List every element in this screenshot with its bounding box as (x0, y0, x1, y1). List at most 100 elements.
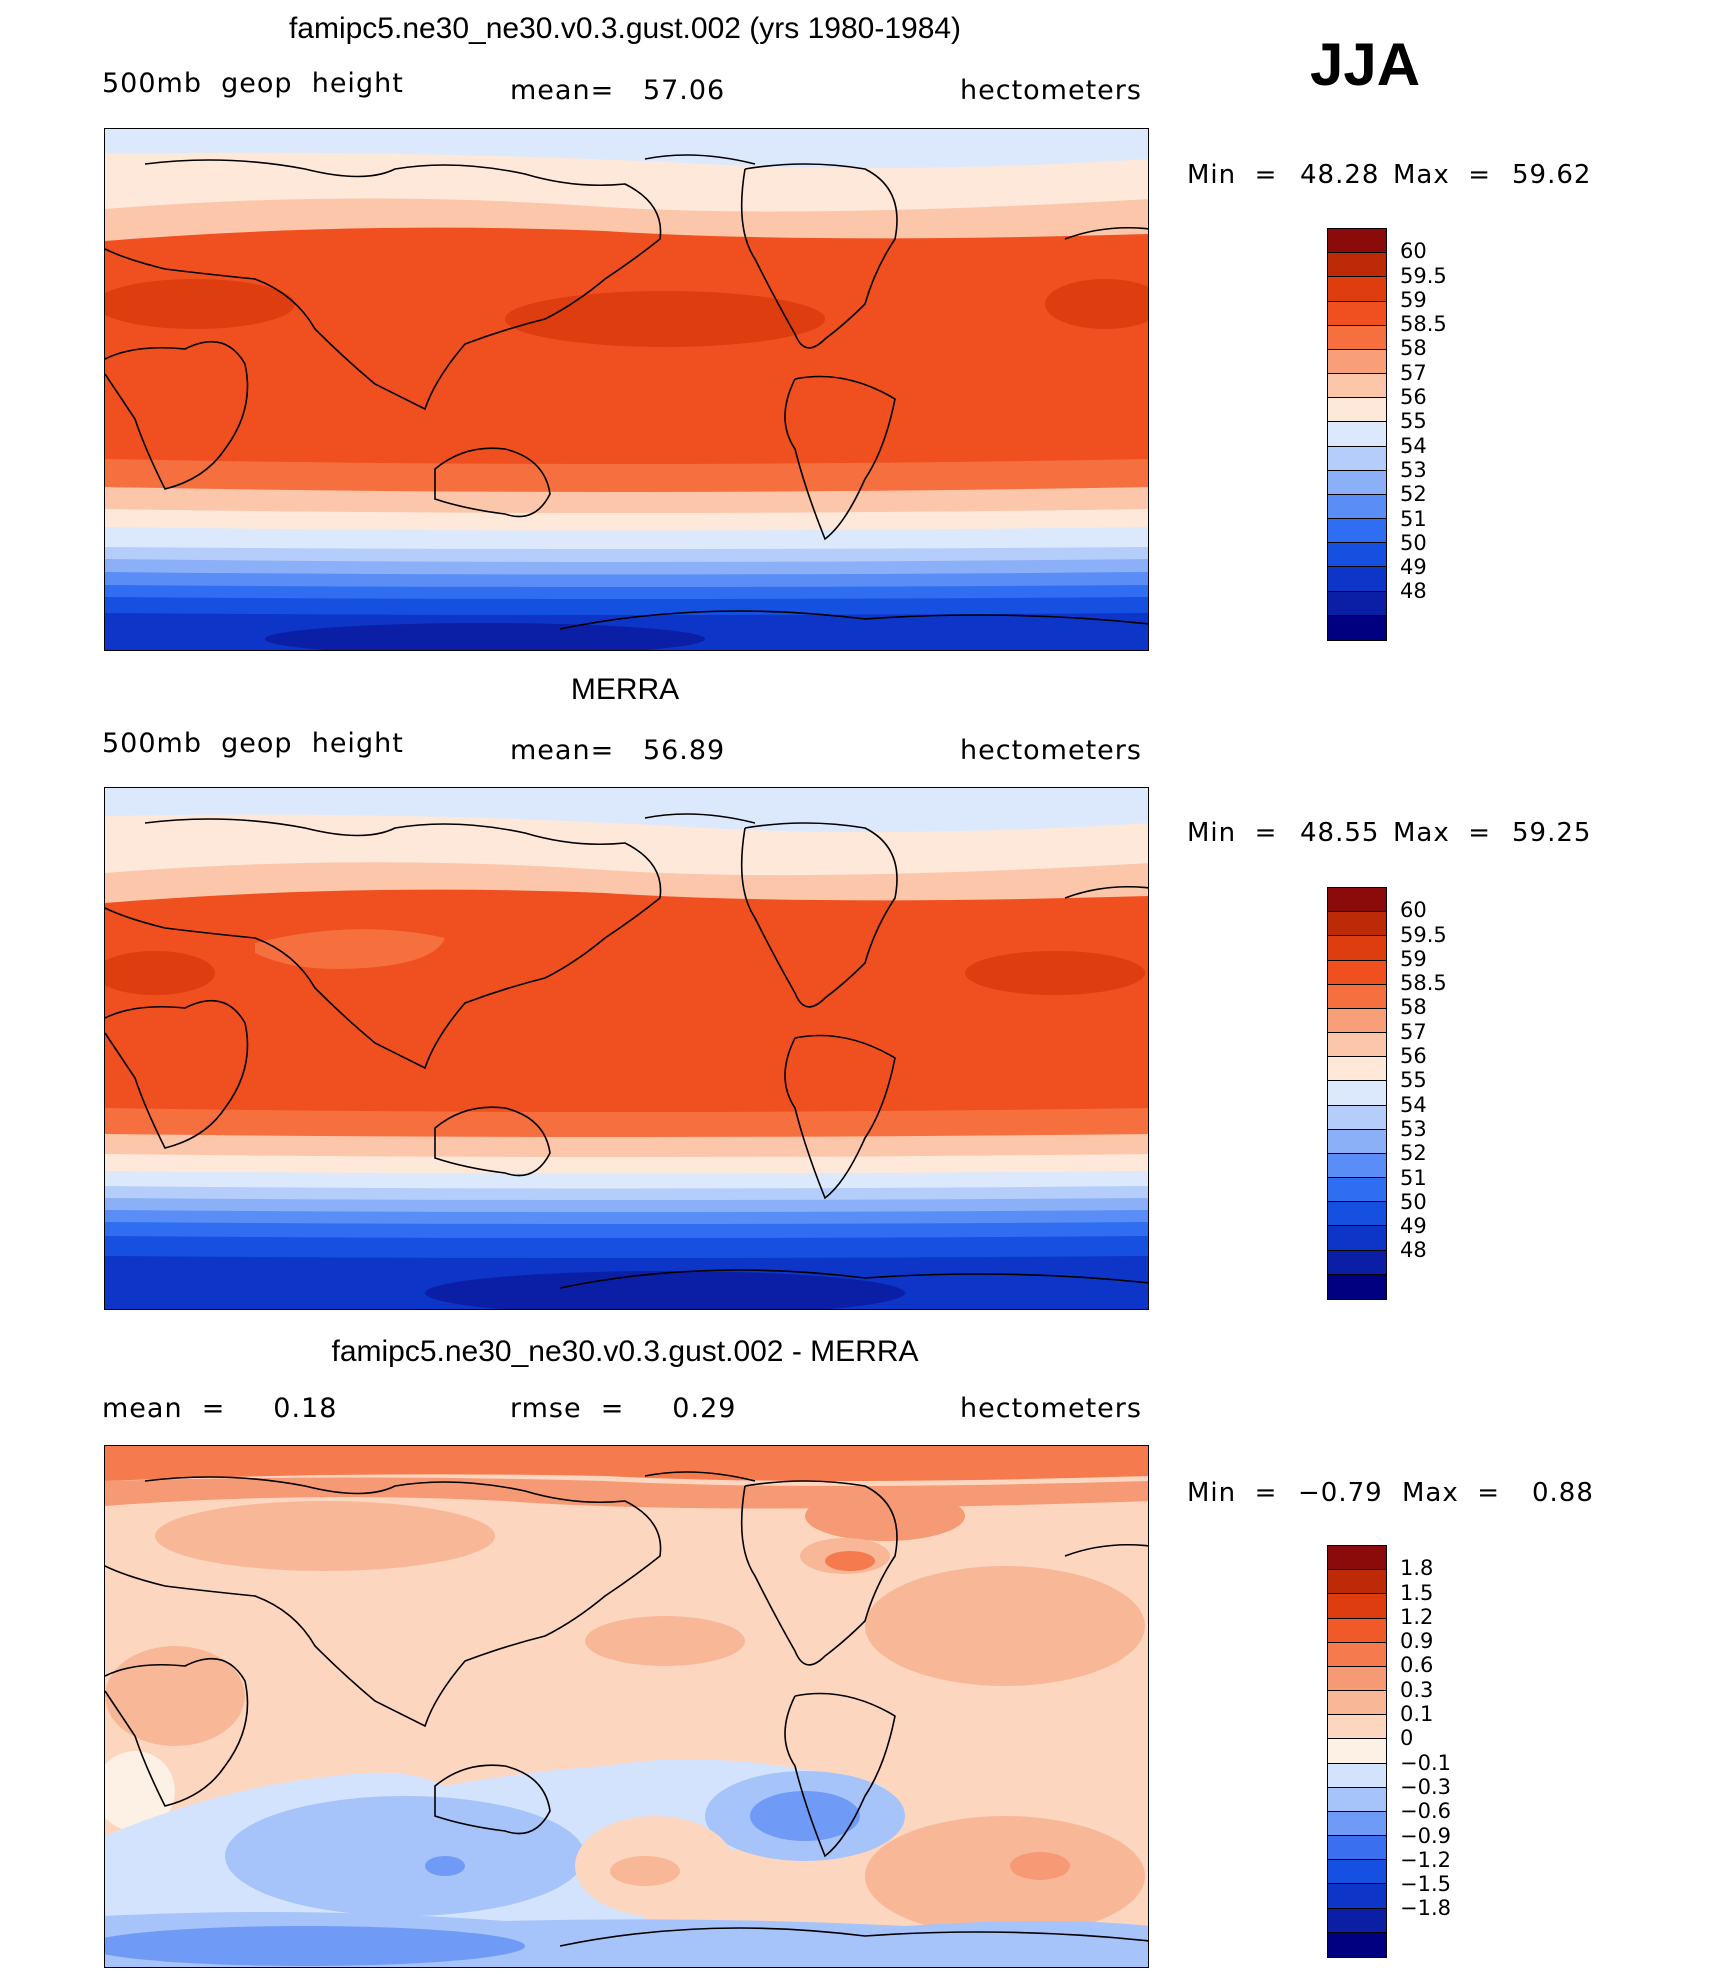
colorbar-swatch (1328, 494, 1386, 520)
panel-1-min-value: 48.28 (1300, 160, 1380, 190)
panel-3-map (104, 1445, 1149, 1968)
colorbar-tick-label: 49 (1400, 555, 1427, 580)
colorbar-swatch (1328, 229, 1386, 254)
colorbar-tick-label: 59 (1400, 946, 1427, 971)
panel-1-map-graphic (105, 129, 1148, 650)
colorbar-tick-label: 48 (1400, 1238, 1427, 1263)
panel-1-min-label: Min = (1187, 160, 1278, 190)
colorbar-tick-label: 50 (1400, 1189, 1427, 1214)
panel-2-max-label: Max = (1393, 818, 1492, 848)
colorbar-swatch (1328, 1178, 1386, 1203)
colorbar-tick-label: 52 (1400, 482, 1427, 507)
panel-2-units-label: hectometers (960, 735, 1142, 766)
colorbar-tick-label: 0.6 (1400, 1653, 1434, 1678)
colorbar-swatch (1328, 277, 1386, 302)
panel-1-units-label: hectometers (960, 75, 1142, 106)
colorbar-swatch (1328, 301, 1386, 326)
colorbar-tick-label: 59.5 (1400, 263, 1447, 288)
colorbar-tick-label: 48 (1400, 579, 1427, 604)
colorbar-swatch (1328, 1274, 1386, 1299)
colorbar-swatch (1328, 1763, 1386, 1788)
colorbar-swatch (1328, 1033, 1386, 1058)
panel-1-map (104, 128, 1149, 651)
colorbar-swatch (1328, 470, 1386, 495)
panel-1-variable-label: 500mb geop height (102, 68, 404, 99)
colorbar-tick-label: 0.3 (1400, 1677, 1434, 1702)
colorbar-swatch (1328, 374, 1386, 399)
colorbar-swatch (1328, 912, 1386, 937)
colorbar-swatch (1328, 1908, 1386, 1933)
colorbar-tick-label: 55 (1400, 1068, 1427, 1093)
colorbar-swatch (1328, 1860, 1386, 1885)
colorbar-swatch (1328, 1618, 1386, 1643)
colorbar-tick-label: 52 (1400, 1141, 1427, 1166)
colorbar-tick-label: 50 (1400, 530, 1427, 555)
colorbar-tick-label: 58.5 (1400, 312, 1447, 337)
colorbar-tick-label: 58 (1400, 336, 1427, 361)
colorbar-swatch (1328, 325, 1386, 350)
colorbar-swatch (1328, 1666, 1386, 1692)
colorbar-swatch (1328, 1081, 1386, 1106)
colorbar-swatch (1328, 543, 1386, 568)
panel-2-map (104, 787, 1149, 1310)
colorbar-tick-label: 0.9 (1400, 1629, 1434, 1654)
colorbar-swatch (1328, 1546, 1386, 1571)
colorbar-tick-label: 1.2 (1400, 1604, 1434, 1629)
colorbar-swatch (1328, 1691, 1386, 1716)
colorbar-tick-label: 51 (1400, 1165, 1427, 1190)
colorbar-tick-label: −1.2 (1400, 1847, 1451, 1872)
colorbar-swatch (1328, 960, 1386, 985)
panel-2-mean-label: mean= 56.89 (510, 735, 726, 766)
colorbar-tick-label: 57 (1400, 1019, 1427, 1044)
colorbar-tick-label: 56 (1400, 385, 1427, 410)
colorbar-tick-label: 57 (1400, 360, 1427, 385)
colorbar-swatch (1328, 253, 1386, 278)
colorbar-swatch (1328, 1884, 1386, 1909)
colorbar-swatch (1328, 1129, 1386, 1154)
panel-3-rmse-label: rmse = 0.29 (510, 1393, 737, 1424)
panel-3-title: famipc5.ne30_ne30.v0.3.gust.002 - MERRA (331, 1335, 919, 1368)
panel-3-units-label: hectometers (960, 1393, 1142, 1424)
season-label: JJA (1310, 31, 1421, 98)
colorbar-tick-label: 59 (1400, 287, 1427, 312)
colorbar-tick-label: 49 (1400, 1214, 1427, 1239)
panel-2-max-value: 59.25 (1512, 818, 1592, 848)
colorbar-tick-label: 58.5 (1400, 971, 1447, 996)
colorbar-swatch (1328, 519, 1386, 544)
panel-3-max-label: Max = (1402, 1478, 1501, 1508)
colorbar-swatch (1328, 936, 1386, 961)
colorbar-swatch (1328, 1226, 1386, 1251)
colorbar-tick-label: −0.3 (1400, 1774, 1451, 1799)
colorbar-swatch (1328, 398, 1386, 423)
colorbar-tick-label: 60 (1400, 239, 1427, 264)
panel-1-colorbar (1327, 228, 1387, 641)
panel-3-mean-label: mean = 0.18 (102, 1393, 338, 1424)
panel-1-max-label: Max = (1393, 160, 1492, 190)
colorbar-tick-label: −1.8 (1400, 1896, 1451, 1921)
panel-2-min-value: 48.55 (1300, 818, 1380, 848)
colorbar-tick-label: 60 (1400, 898, 1427, 923)
panel-1-max-value: 59.62 (1512, 160, 1592, 190)
panel-3-max-value: 0.88 (1532, 1478, 1594, 1508)
panel-1-title: famipc5.ne30_ne30.v0.3.gust.002 (yrs 198… (288, 12, 962, 45)
colorbar-tick-label: −0.9 (1400, 1823, 1451, 1848)
colorbar-swatch (1328, 567, 1386, 592)
colorbar-tick-label: 53 (1400, 457, 1427, 482)
colorbar-tick-label: −0.6 (1400, 1799, 1451, 1824)
panel-2-min-label: Min = (1187, 818, 1278, 848)
colorbar-swatch (1328, 349, 1386, 375)
colorbar-tick-label: −0.1 (1400, 1750, 1451, 1775)
colorbar-tick-label: −1.5 (1400, 1872, 1451, 1897)
colorbar-swatch (1328, 984, 1386, 1009)
colorbar-swatch (1328, 1642, 1386, 1667)
colorbar-tick-label: 55 (1400, 409, 1427, 434)
colorbar-swatch (1328, 1105, 1386, 1130)
colorbar-swatch (1328, 591, 1386, 616)
colorbar-tick-label: 58 (1400, 995, 1427, 1020)
colorbar-tick-label: 0.1 (1400, 1702, 1434, 1727)
colorbar-swatch (1328, 446, 1386, 471)
colorbar-swatch (1328, 1811, 1386, 1837)
panel-1-mean-label: mean= 57.06 (510, 75, 726, 106)
colorbar-swatch (1328, 1008, 1386, 1034)
colorbar-tick-label: 0 (1400, 1726, 1414, 1751)
